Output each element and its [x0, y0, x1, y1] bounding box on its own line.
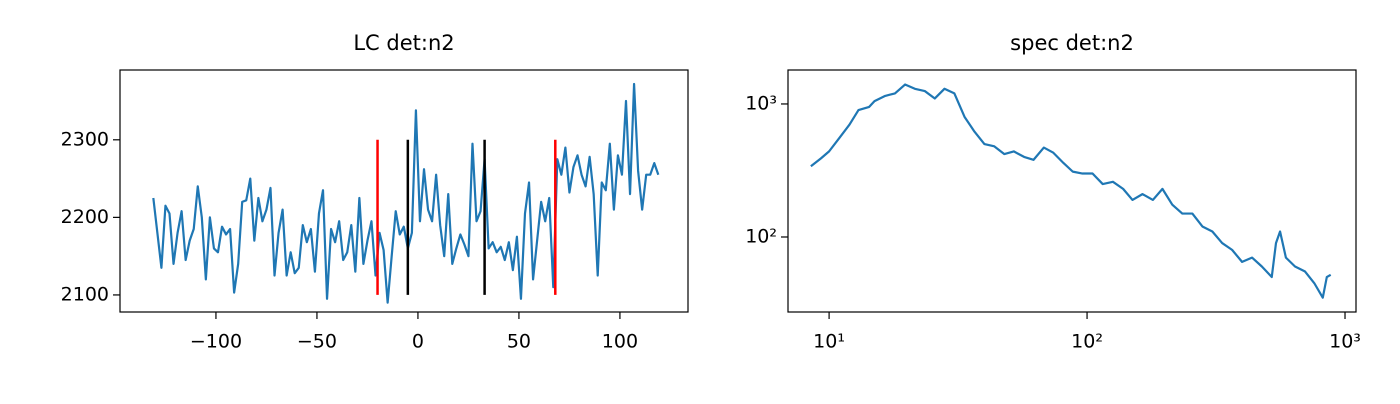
data-line	[152, 82, 660, 304]
x-tick-label: −100	[190, 331, 242, 353]
y-tick-label: 2200	[61, 206, 109, 228]
x-tick-label: 10²	[1071, 331, 1103, 353]
x-tick-label: 0	[412, 331, 424, 353]
x-tick-label: 10¹	[813, 331, 845, 353]
data-line	[810, 83, 1332, 299]
x-tick-label: 10³	[1329, 331, 1361, 353]
axes-frame	[119, 69, 689, 313]
y-tick-label: 10³	[745, 92, 777, 114]
y-tick-label: 10²	[745, 225, 777, 247]
y-tick-label: 2300	[61, 128, 109, 150]
x-tick-label: 100	[602, 331, 638, 353]
x-tick-label: 50	[507, 331, 531, 353]
chart-title: LC det:n2	[353, 31, 454, 55]
x-tick-label: −50	[297, 331, 337, 353]
chart-title: spec det:n2	[1010, 31, 1134, 55]
y-tick-label: 2100	[61, 283, 109, 305]
axes-frame	[787, 69, 1357, 313]
